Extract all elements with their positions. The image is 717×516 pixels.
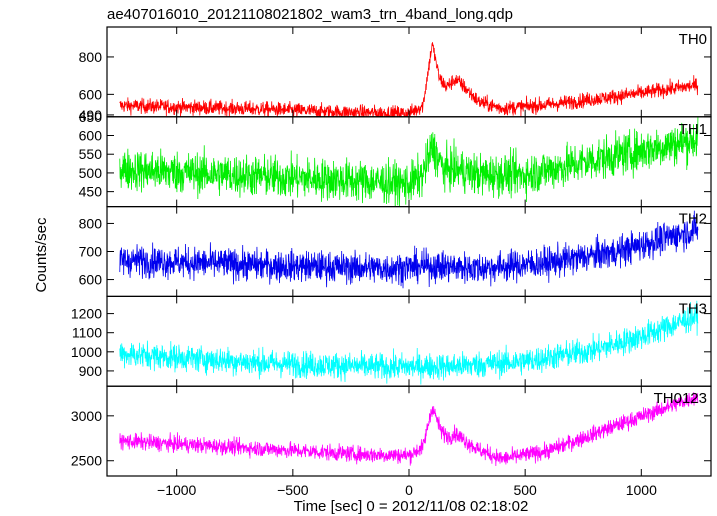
x-tick-label: 1000: [626, 482, 657, 498]
panel-th0: TH0 600 800 490: [79, 26, 712, 123]
y-tick-label: 600: [79, 128, 103, 144]
y-tick-label: 3000: [71, 408, 102, 424]
panel-label: TH1: [679, 121, 707, 138]
panels-layer: TH0 600 800 490 TH1 450 500 550 600 650 TH2 600 700 8…: [71, 26, 712, 477]
panel-label: TH3: [679, 300, 707, 317]
series-line-th0123: [119, 392, 699, 466]
panel-label: TH0: [679, 31, 707, 48]
y-tick-label: 550: [79, 146, 103, 162]
y-tick-label: 1200: [71, 306, 102, 322]
x-tick-label: −500: [277, 482, 309, 498]
y-tick-label: 1100: [72, 325, 102, 341]
x-tick-label: 500: [513, 482, 537, 498]
y-tick-label: 2500: [71, 453, 102, 469]
y-tick-label: 500: [79, 165, 103, 181]
x-tick-label: −1000: [157, 482, 197, 498]
x-tick-label: 0: [405, 482, 413, 498]
y-tick-label: 700: [79, 244, 103, 260]
panel-th1: TH1 450 500 550 600 650: [79, 109, 712, 208]
panel-th3: TH3 900 1000 1100 1200: [71, 295, 712, 387]
x-axis: −1000 −500 0 500 1000: [157, 482, 657, 498]
y-tick-label: 900: [79, 363, 103, 379]
x-axis-label: Time [sec] 0 = 2012/11/08 02:18:02: [294, 498, 529, 515]
y-tick-label: 600: [79, 272, 103, 288]
series-line-th3: [119, 300, 699, 385]
y-tick-label: 800: [79, 49, 103, 65]
panel-label: TH2: [679, 211, 707, 228]
series-line-th1: [119, 116, 699, 207]
y-tick-label: 600: [79, 86, 103, 102]
y-axis-label: Counts/sec: [33, 217, 50, 293]
panel-th2: TH2 600 700 800: [79, 206, 712, 298]
y-tick-label: 1000: [71, 344, 102, 360]
series-line-th0: [119, 42, 699, 117]
panel-label: TH0123: [654, 390, 707, 407]
chart-title: ae407016010_20121108021802_wam3_trn_4ban…: [107, 6, 513, 23]
series-line-th2: [119, 210, 699, 289]
y-tick-label: 490: [79, 107, 103, 123]
y-tick-label: 650: [79, 109, 103, 125]
y-tick-label: 450: [79, 184, 103, 200]
panel-th0123: TH0123 2500 3000: [71, 385, 712, 477]
y-tick-label: 800: [79, 215, 103, 231]
panel-frame: [106, 385, 712, 477]
